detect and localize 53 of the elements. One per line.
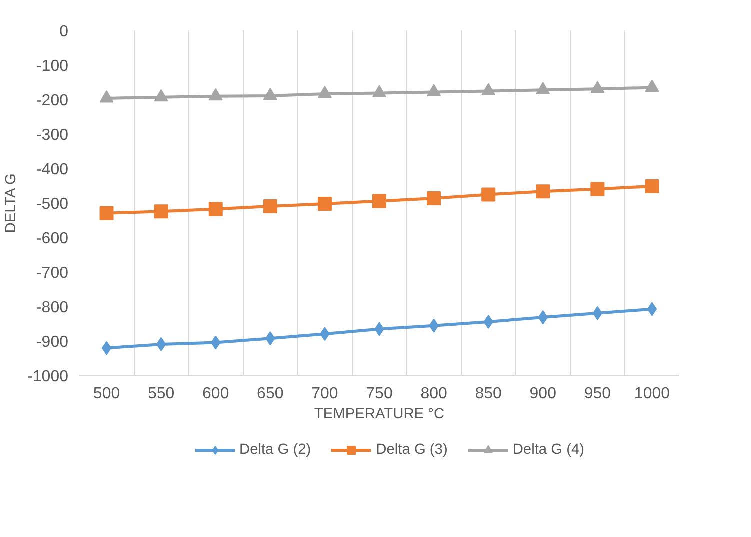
x-tick-label: 900 bbox=[530, 386, 557, 402]
point bbox=[100, 90, 114, 103]
legend-label: Delta G (3) bbox=[376, 442, 448, 458]
point bbox=[372, 194, 386, 208]
y-tick-label: -700 bbox=[36, 265, 69, 282]
point bbox=[154, 89, 168, 102]
point bbox=[372, 85, 386, 98]
point bbox=[318, 86, 332, 98]
point bbox=[645, 179, 660, 194]
legend-label: Delta G (4) bbox=[512, 442, 585, 458]
y-tick-label: -400 bbox=[36, 162, 69, 178]
point bbox=[590, 182, 605, 196]
point bbox=[536, 82, 550, 94]
x-tick-label: 700 bbox=[312, 386, 338, 402]
point bbox=[645, 80, 660, 92]
y-axis-title: DELTA G bbox=[4, 174, 20, 234]
point bbox=[427, 84, 442, 97]
point bbox=[536, 184, 550, 199]
point bbox=[263, 88, 278, 100]
y-tick-label: -200 bbox=[36, 92, 69, 110]
x-tick-label: 750 bbox=[366, 386, 393, 402]
point bbox=[156, 337, 166, 352]
x-tick-label: 650 bbox=[257, 386, 284, 402]
point bbox=[482, 83, 496, 96]
point bbox=[590, 81, 605, 94]
point bbox=[263, 199, 278, 214]
y-tick-label: -500 bbox=[36, 196, 69, 213]
point bbox=[482, 188, 496, 202]
legend-label: Delta G (2) bbox=[239, 442, 312, 458]
point bbox=[592, 306, 603, 320]
y-tick-label: -900 bbox=[36, 334, 69, 351]
x-tick-label: 850 bbox=[475, 386, 502, 402]
y-tick-label: -800 bbox=[36, 300, 69, 316]
x-tick-label: 550 bbox=[148, 386, 175, 402]
x-tick-label: 500 bbox=[93, 386, 120, 402]
point bbox=[318, 197, 332, 212]
point bbox=[427, 192, 442, 206]
x-tick-label: 600 bbox=[202, 386, 230, 402]
x-tick-label: 800 bbox=[420, 386, 448, 402]
point bbox=[208, 202, 223, 216]
x-axis-title: TEMPERATURE °C bbox=[314, 406, 446, 422]
point bbox=[100, 206, 114, 220]
point bbox=[102, 341, 112, 356]
x-tick-label: 950 bbox=[584, 386, 612, 402]
point bbox=[154, 204, 168, 219]
point bbox=[208, 88, 223, 101]
point bbox=[647, 302, 658, 316]
y-tick-label: -100 bbox=[36, 58, 69, 75]
y-tick-label: 0 bbox=[60, 24, 69, 40]
y-tick-label: -600 bbox=[36, 230, 69, 248]
x-tick-label: 1000 bbox=[634, 386, 670, 402]
y-tick-label: -1000 bbox=[28, 368, 69, 386]
y-tick-label: -300 bbox=[36, 127, 69, 144]
